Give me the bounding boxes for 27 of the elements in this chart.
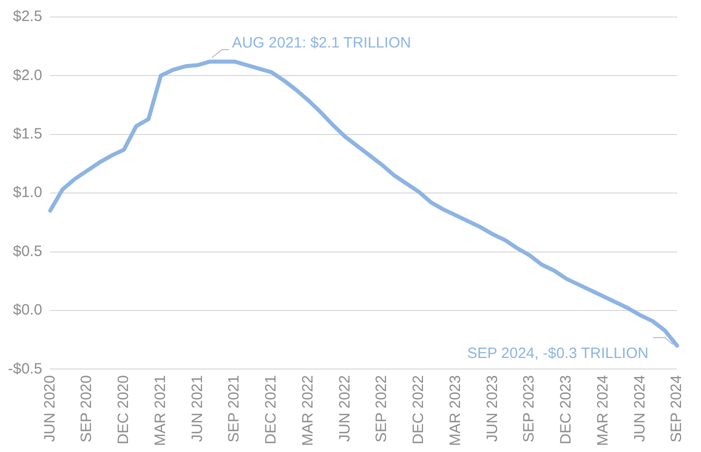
x-tick-label: JUN 2022 [336, 375, 354, 442]
x-tick-label: JUN 2021 [188, 375, 206, 442]
y-tick-label: $2.0 [12, 66, 42, 84]
x-tick-label: JUN 2023 [484, 375, 501, 442]
x-tick-label: DEC 2022 [410, 375, 428, 444]
x-tick-label: JUN 2024 [631, 375, 648, 442]
x-tick-label: SEP 2021 [226, 375, 243, 442]
x-tick-label: SEP 2024 [668, 375, 686, 442]
x-tick-label: MAR 2021 [152, 375, 169, 446]
x-tick-label: SEP 2023 [520, 375, 538, 442]
y-tick-label: $1.0 [12, 184, 42, 202]
x-tick-label: JUN 2020 [41, 375, 58, 442]
x-tick-label: DEC 2023 [558, 375, 575, 444]
y-tick-label: $0.0 [12, 302, 42, 319]
x-tick-label: SEP 2020 [78, 375, 96, 442]
y-tick-label: $1.5 [12, 126, 42, 143]
y-tick-label: $0.5 [12, 242, 42, 260]
x-tick-label: DEC 2020 [115, 375, 132, 444]
x-tick-label: MAR 2024 [594, 375, 612, 446]
y-tick-label: -$0.5 [8, 360, 42, 378]
x-tick-label: DEC 2021 [262, 375, 280, 444]
y-tick-label: $2.5 [12, 8, 42, 26]
annotation: AUG 2021: $2.1 TRILLION [232, 34, 411, 52]
annotation: SEP 2024, -$0.3 TRILLION [467, 344, 648, 362]
x-tick-label: SEP 2022 [373, 375, 390, 442]
x-tick-label: MAR 2022 [299, 375, 316, 446]
x-tick-label: MAR 2023 [446, 375, 464, 446]
